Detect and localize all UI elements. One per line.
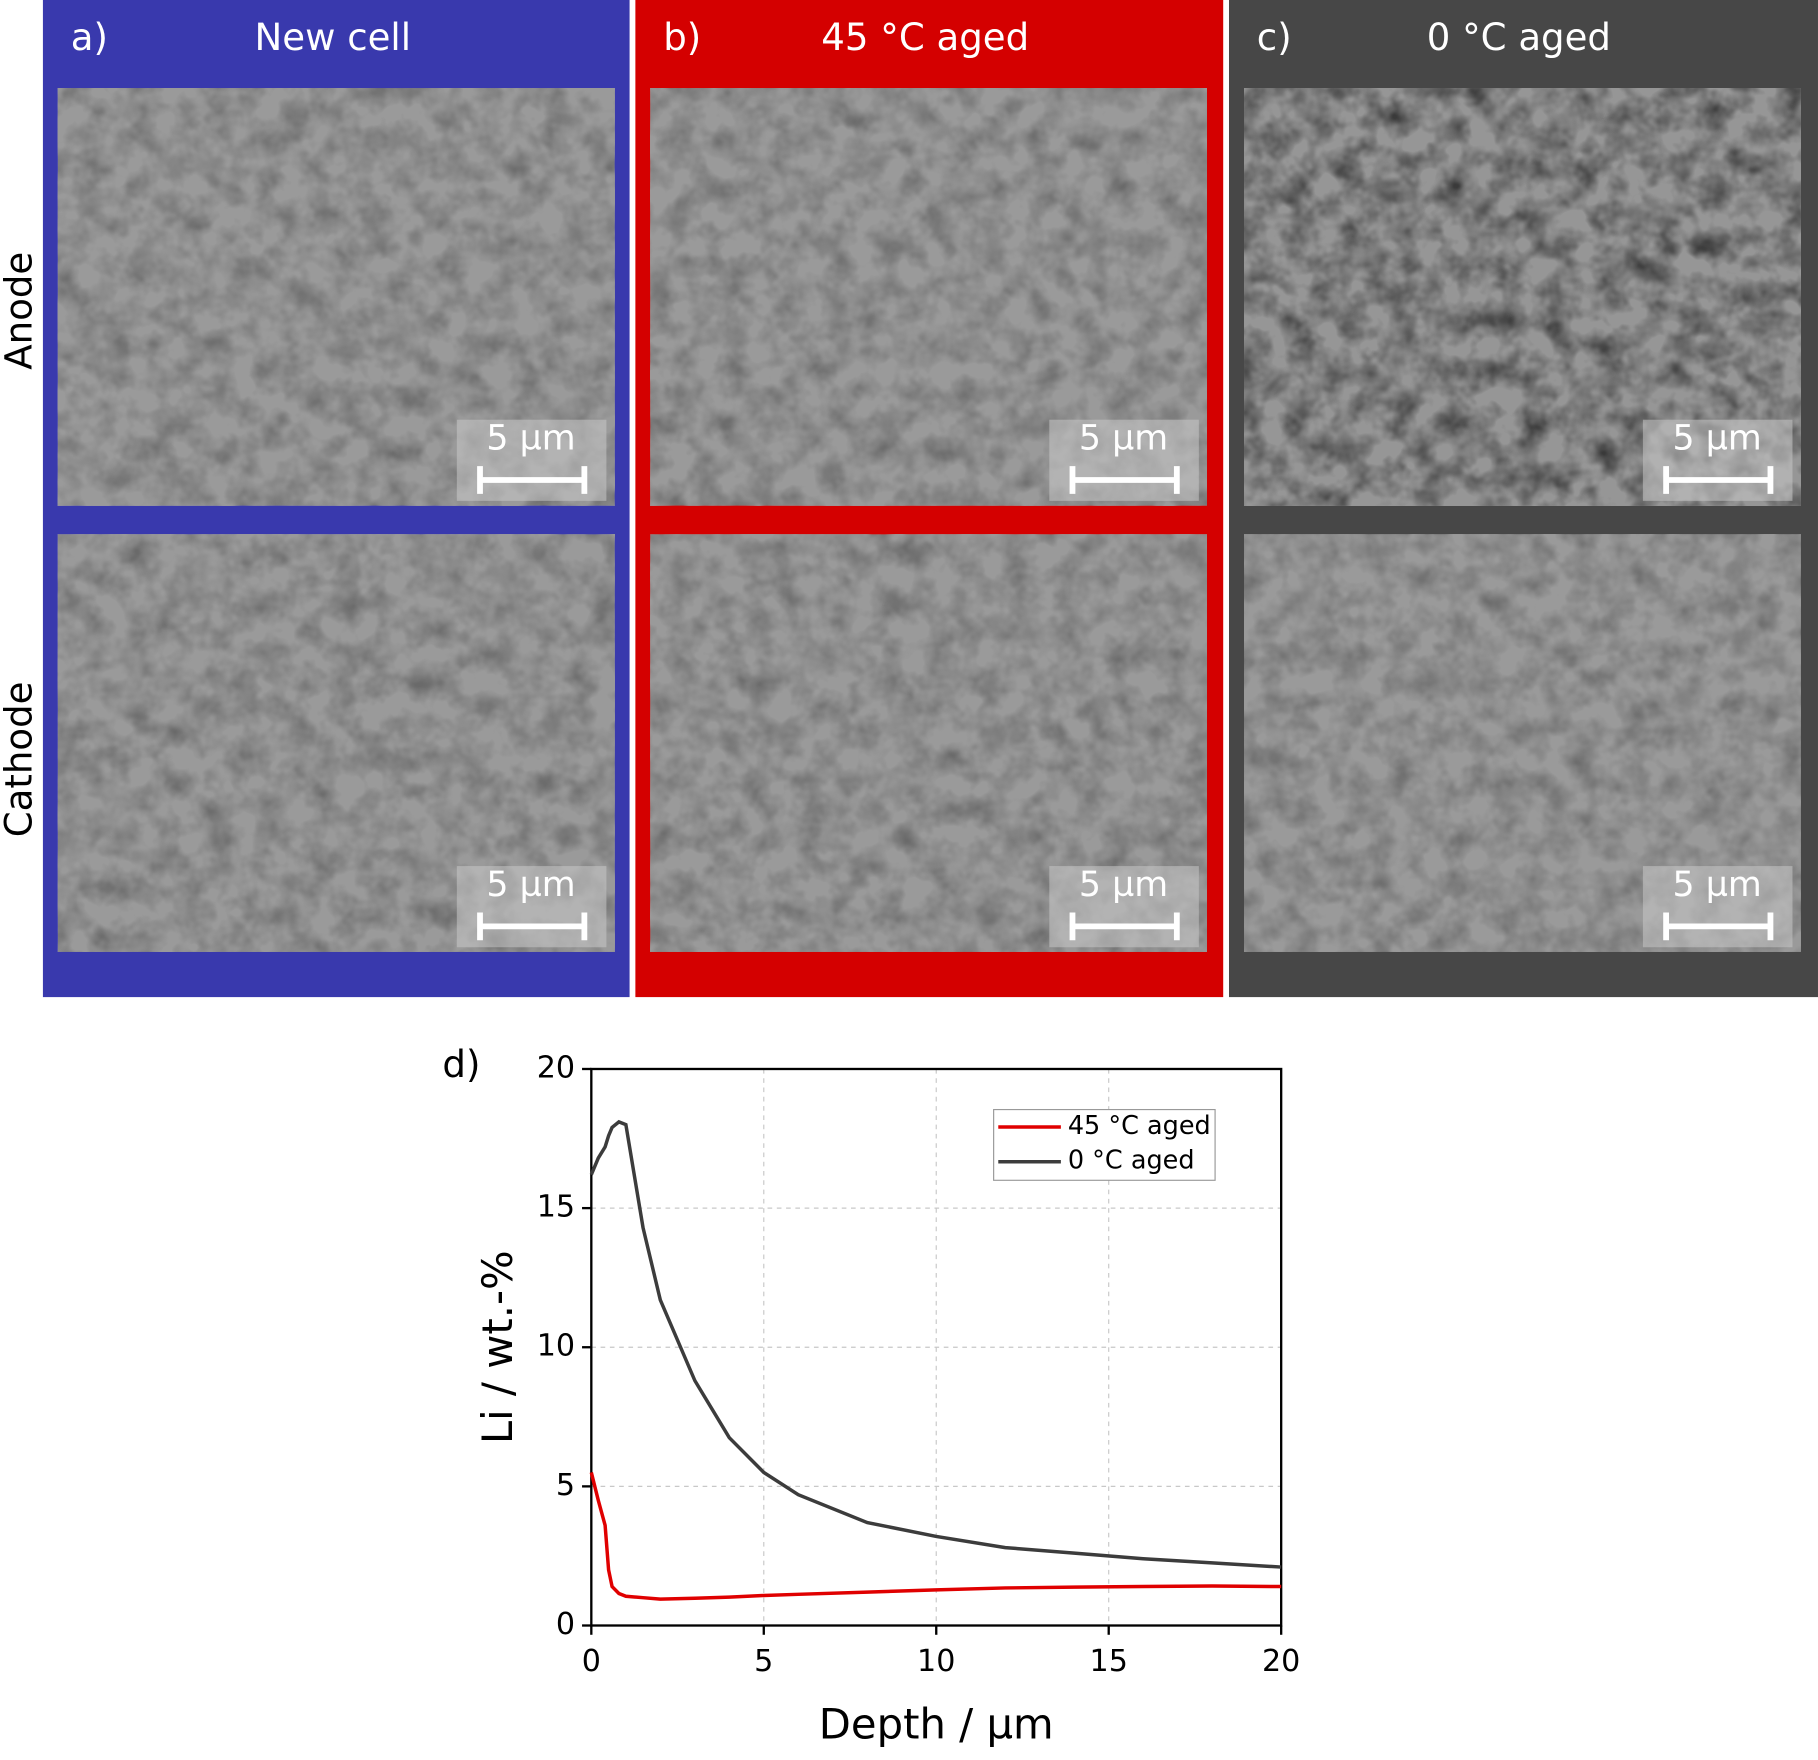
- y-tick-label: 15: [537, 1190, 575, 1225]
- scale-bar: [1069, 466, 1180, 494]
- scale-bar-label: 5 µm: [1079, 418, 1168, 458]
- y-tick-label: 0: [556, 1607, 575, 1642]
- panel-label: d): [442, 1043, 480, 1086]
- scale-bar-label: 5 µm: [486, 418, 575, 458]
- scale-bar: [477, 466, 588, 494]
- y-tick-label: 5: [556, 1468, 575, 1503]
- x-tick-label: 5: [754, 1644, 773, 1679]
- legend-label: 0 °C aged: [1068, 1146, 1195, 1176]
- scale-bar: [1663, 466, 1774, 494]
- scale-bar-label: 5 µm: [1673, 865, 1762, 905]
- x-tick-label: 0: [582, 1644, 601, 1679]
- x-tick-label: 20: [1262, 1644, 1300, 1679]
- scale-bar: [1069, 912, 1180, 941]
- row-label: Cathode: [0, 682, 40, 838]
- data-line: [589, 1472, 1282, 1601]
- scale-bar-label: 5 µm: [1079, 865, 1168, 905]
- scale-bar-label: 5 µm: [1673, 418, 1762, 458]
- row-label: Anode: [0, 252, 40, 370]
- panel-title: 45 °C aged: [821, 16, 1029, 59]
- legend-box: [993, 1108, 1216, 1181]
- y-tick-label: 20: [537, 1050, 575, 1085]
- panel-label: c): [1257, 16, 1292, 59]
- x-tick-label: 10: [917, 1644, 955, 1679]
- scale-bar-label: 5 µm: [486, 865, 575, 905]
- y-axis-label: Li / wt.-%: [473, 1250, 522, 1444]
- scale-bar: [1663, 912, 1774, 941]
- panel-label: a): [71, 16, 108, 59]
- scale-bar: [477, 912, 588, 941]
- data-line: [589, 1119, 1282, 1569]
- panel-label: b): [663, 16, 701, 59]
- x-tick-label: 15: [1090, 1644, 1128, 1679]
- panel-title: New cell: [255, 16, 412, 59]
- plot-frame: [590, 1067, 1283, 1627]
- panel-title: 0 °C aged: [1427, 16, 1611, 59]
- legend-label: 45 °C aged: [1068, 1111, 1211, 1141]
- x-axis-label: Depth / µm: [819, 1700, 1054, 1749]
- y-tick-label: 10: [537, 1329, 575, 1364]
